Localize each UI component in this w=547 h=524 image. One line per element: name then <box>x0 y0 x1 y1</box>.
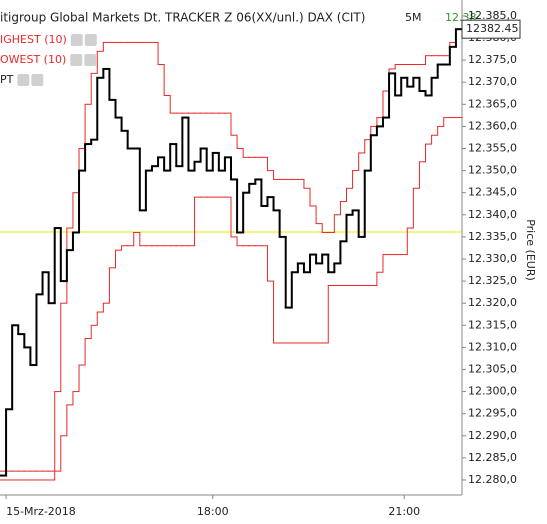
legend-label: IGHEST (10) <box>0 33 67 46</box>
y-tick-label: 12.360,0 <box>468 119 517 132</box>
last-price-label: 12382.45 <box>466 22 519 35</box>
y-tick-label: 12.280,0 <box>468 473 517 486</box>
y-tick-label: 12.350,0 <box>468 164 517 177</box>
y-tick-label: 12.300,0 <box>468 385 517 398</box>
y-tick-label: 12.335,0 <box>468 230 517 243</box>
y-axis-label: Price (EUR) <box>524 219 537 281</box>
y-tick-label: 12.315,0 <box>468 318 517 331</box>
x-tick-label: 21:00 <box>388 505 420 518</box>
x-tick-label: 18:00 <box>197 505 229 518</box>
legend-button <box>84 34 97 46</box>
legend-button <box>70 54 83 66</box>
y-tick-label: 12.310,0 <box>468 340 517 353</box>
y-tick-label: 12.285,0 <box>468 451 517 464</box>
interval-label: 5M <box>405 11 422 24</box>
x-tick-label: 15-Mrz-2018 <box>6 505 76 518</box>
legend-button <box>70 34 83 46</box>
y-tick-label: 12.375,0 <box>468 53 517 66</box>
y-tick-label: 12.290,0 <box>468 429 517 442</box>
legend: IGHEST (10) OWEST (10) PT <box>0 33 97 86</box>
y-tick-label: 12.345,0 <box>468 186 517 199</box>
last-price-box <box>461 19 521 39</box>
chart-title: itigroup Global Markets Dt. TRACKER Z 06… <box>0 11 365 25</box>
legend-button <box>84 54 97 66</box>
legend-label: OWEST (10) <box>0 53 66 66</box>
legend-button <box>31 74 44 86</box>
plot-area <box>0 28 463 481</box>
y-tick-label: 12.305,0 <box>468 362 517 375</box>
y-tick-label: 12.355,0 <box>468 142 517 155</box>
legend-button <box>17 74 30 86</box>
y-tick-label: 12.340,0 <box>468 208 517 221</box>
legend-label: PT <box>0 73 14 86</box>
y-tick-label: 12.385,0 <box>468 9 517 22</box>
y-tick-label: 12.295,0 <box>468 407 517 420</box>
y-tick-label: 12.320,0 <box>468 296 517 309</box>
y-tick-label: 12.325,0 <box>468 274 517 287</box>
y-tick-label: 12.365,0 <box>468 97 517 110</box>
y-tick-label: 12.330,0 <box>468 252 517 265</box>
y-tick-label: 12.370,0 <box>468 75 517 88</box>
